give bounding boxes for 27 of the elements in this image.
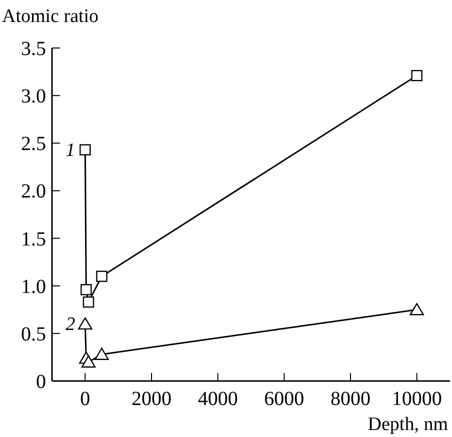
point bbox=[80, 284, 92, 296]
point bbox=[94, 348, 109, 360]
point bbox=[78, 317, 92, 330]
x-tick-label: 4000 bbox=[198, 388, 238, 410]
point bbox=[411, 70, 422, 82]
y-tick-label: 2.0 bbox=[21, 180, 46, 203]
point bbox=[96, 270, 108, 282]
y-tick-label: 3.0 bbox=[21, 86, 46, 108]
series-label: 1 bbox=[66, 140, 76, 161]
point bbox=[82, 296, 94, 308]
series-label: 2 bbox=[66, 314, 76, 335]
point bbox=[81, 355, 96, 368]
x-tick-label: 6000 bbox=[264, 388, 304, 410]
x-tick-label: 8000 bbox=[330, 388, 370, 410]
y-tick-label: 0 bbox=[36, 371, 46, 393]
point bbox=[410, 303, 424, 316]
x-axis-title: Depth, nm bbox=[368, 414, 448, 435]
y-tick-label: 3.5 bbox=[21, 38, 46, 60]
y-axis-title: Atomic ratio bbox=[2, 6, 99, 27]
y-tick-label: 2.5 bbox=[21, 133, 46, 156]
point bbox=[80, 144, 91, 156]
y-tick-label: 1.0 bbox=[21, 276, 46, 298]
x-tick-label: 2000 bbox=[132, 388, 172, 410]
y-tick-label: 1.5 bbox=[21, 228, 46, 250]
x-tick-label: 10000 bbox=[392, 388, 442, 410]
y-tick-label: 0.5 bbox=[21, 323, 46, 346]
x-tick-label: 0 bbox=[80, 388, 90, 410]
